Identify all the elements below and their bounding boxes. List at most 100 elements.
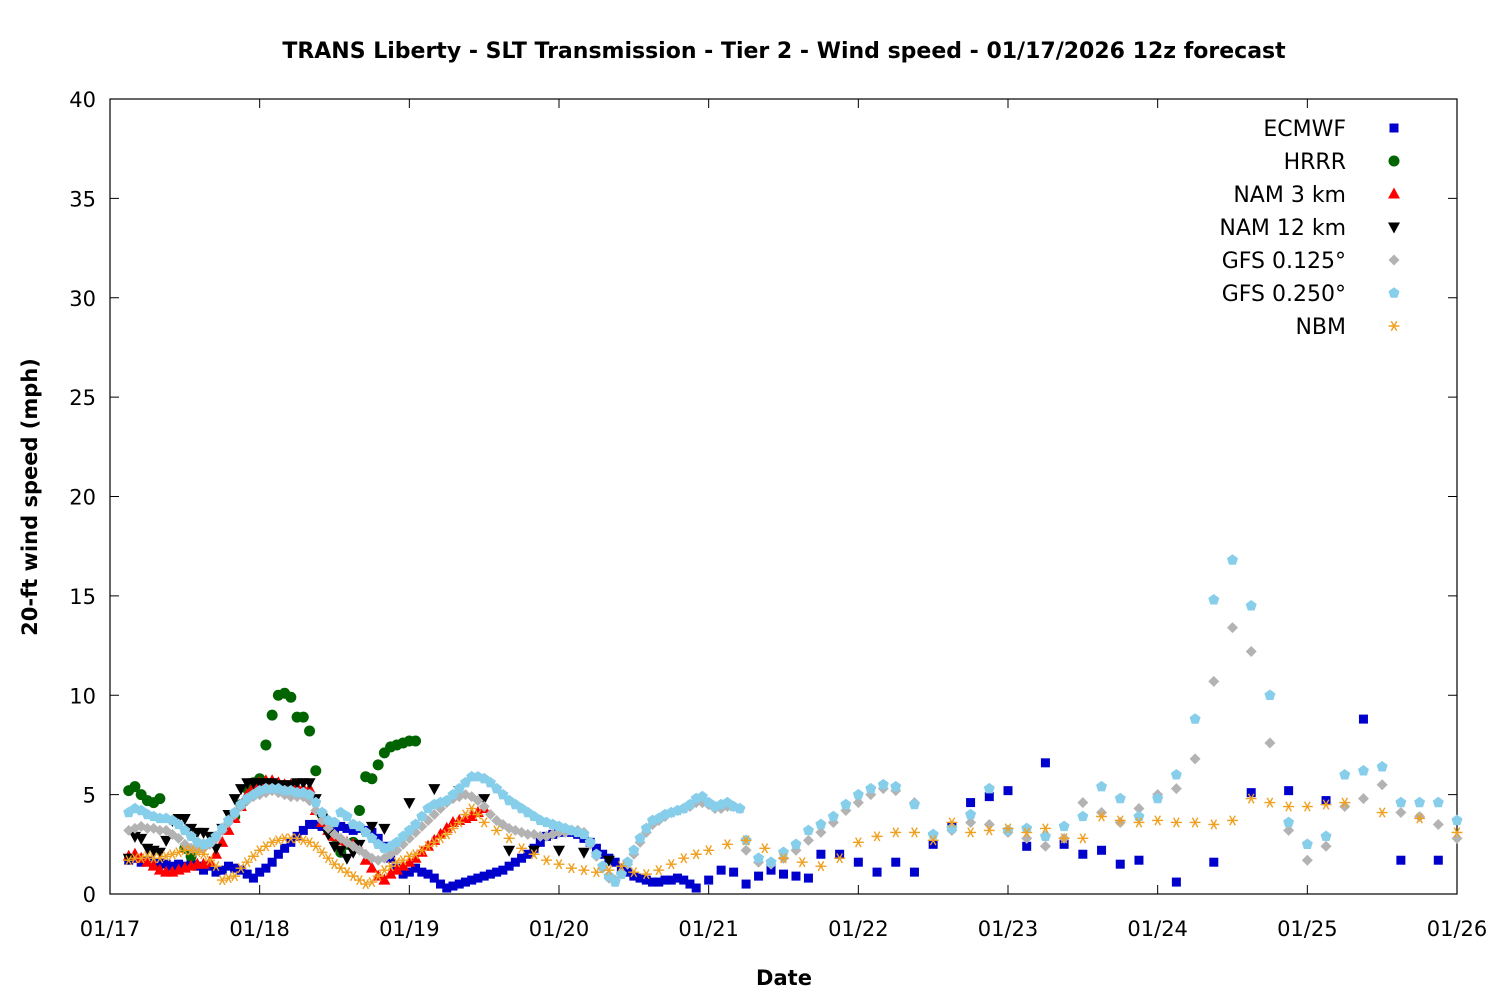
data-point bbox=[1245, 793, 1257, 804]
data-point bbox=[640, 868, 652, 880]
data-point bbox=[1227, 622, 1238, 634]
x-tick-label: 01/19 bbox=[379, 917, 440, 941]
data-point bbox=[1358, 714, 1368, 724]
data-point bbox=[983, 825, 995, 836]
data-point bbox=[1376, 779, 1388, 791]
data-point bbox=[1208, 819, 1220, 830]
data-point bbox=[191, 847, 203, 858]
data-point bbox=[640, 822, 652, 834]
data-point bbox=[779, 869, 788, 879]
data-point bbox=[216, 822, 228, 834]
series-nbm bbox=[123, 793, 1463, 890]
data-point bbox=[1022, 841, 1032, 851]
data-point bbox=[428, 784, 441, 796]
data-point bbox=[273, 849, 283, 859]
data-point bbox=[1320, 799, 1332, 810]
data-point bbox=[1170, 817, 1182, 828]
data-point bbox=[436, 879, 446, 889]
data-point bbox=[703, 845, 715, 856]
data-point bbox=[503, 845, 516, 857]
data-point bbox=[155, 857, 165, 867]
data-point bbox=[248, 873, 258, 883]
data-point bbox=[1021, 827, 1033, 838]
data-point bbox=[304, 788, 316, 800]
data-point bbox=[484, 809, 496, 820]
data-point bbox=[342, 823, 352, 833]
data-point bbox=[741, 879, 751, 889]
legend-marker bbox=[1388, 320, 1400, 332]
data-point bbox=[1077, 810, 1089, 822]
data-point bbox=[1284, 786, 1294, 796]
data-point bbox=[965, 808, 977, 820]
data-point bbox=[553, 845, 565, 857]
data-point bbox=[523, 849, 533, 859]
data-point bbox=[478, 801, 490, 813]
data-point bbox=[310, 841, 322, 852]
data-point bbox=[1096, 780, 1108, 792]
data-point bbox=[384, 867, 397, 879]
data-point bbox=[660, 875, 670, 885]
data-point bbox=[1096, 811, 1108, 822]
data-point bbox=[690, 849, 702, 860]
y-tick-label: 25 bbox=[69, 386, 96, 410]
data-point bbox=[316, 806, 328, 818]
x-tick-label: 01/26 bbox=[1427, 917, 1488, 941]
data-point bbox=[353, 820, 365, 832]
data-point bbox=[234, 784, 247, 796]
data-point bbox=[447, 823, 459, 834]
data-point bbox=[297, 835, 309, 846]
data-point bbox=[1040, 758, 1050, 768]
data-point bbox=[1357, 764, 1369, 776]
data-point bbox=[815, 861, 827, 872]
data-point bbox=[222, 872, 234, 884]
data-point bbox=[1264, 737, 1276, 749]
data-point bbox=[609, 876, 621, 887]
data-point bbox=[965, 827, 977, 838]
data-point bbox=[565, 863, 577, 874]
data-point bbox=[628, 867, 640, 878]
data-point bbox=[602, 855, 615, 867]
data-point bbox=[1152, 815, 1164, 826]
data-point bbox=[372, 759, 384, 771]
series-gfs-0-250- bbox=[123, 554, 1463, 887]
data-point bbox=[835, 849, 845, 859]
data-point bbox=[484, 776, 496, 788]
data-point bbox=[1283, 824, 1295, 836]
data-point bbox=[266, 837, 278, 848]
data-point bbox=[204, 855, 216, 866]
data-point bbox=[442, 883, 452, 893]
data-point bbox=[311, 819, 321, 829]
data-point bbox=[685, 879, 695, 889]
data-point bbox=[304, 725, 316, 737]
data-point bbox=[409, 851, 422, 863]
data-point bbox=[135, 853, 147, 864]
data-point bbox=[577, 847, 590, 859]
data-point bbox=[891, 857, 901, 867]
data-point bbox=[729, 867, 739, 877]
data-point bbox=[691, 883, 701, 893]
data-point bbox=[634, 832, 646, 844]
data-point bbox=[628, 844, 640, 855]
data-point bbox=[1039, 840, 1051, 852]
data-point bbox=[1077, 833, 1089, 844]
data-point bbox=[1320, 840, 1332, 852]
data-point bbox=[403, 855, 416, 867]
data-point bbox=[185, 850, 197, 862]
data-point bbox=[216, 874, 228, 886]
data-point bbox=[472, 809, 484, 820]
data-point bbox=[716, 865, 726, 875]
data-point bbox=[503, 833, 515, 844]
data-point bbox=[966, 798, 976, 808]
data-point bbox=[1396, 855, 1406, 865]
data-point bbox=[578, 828, 590, 840]
data-point bbox=[286, 837, 296, 847]
data-point bbox=[328, 841, 341, 853]
data-point bbox=[185, 845, 197, 856]
data-point bbox=[1451, 827, 1463, 838]
data-point bbox=[1189, 713, 1201, 724]
data-point bbox=[390, 863, 403, 875]
data-point bbox=[865, 782, 877, 794]
data-point bbox=[491, 782, 503, 794]
data-point bbox=[1301, 801, 1313, 812]
data-point bbox=[330, 823, 339, 833]
